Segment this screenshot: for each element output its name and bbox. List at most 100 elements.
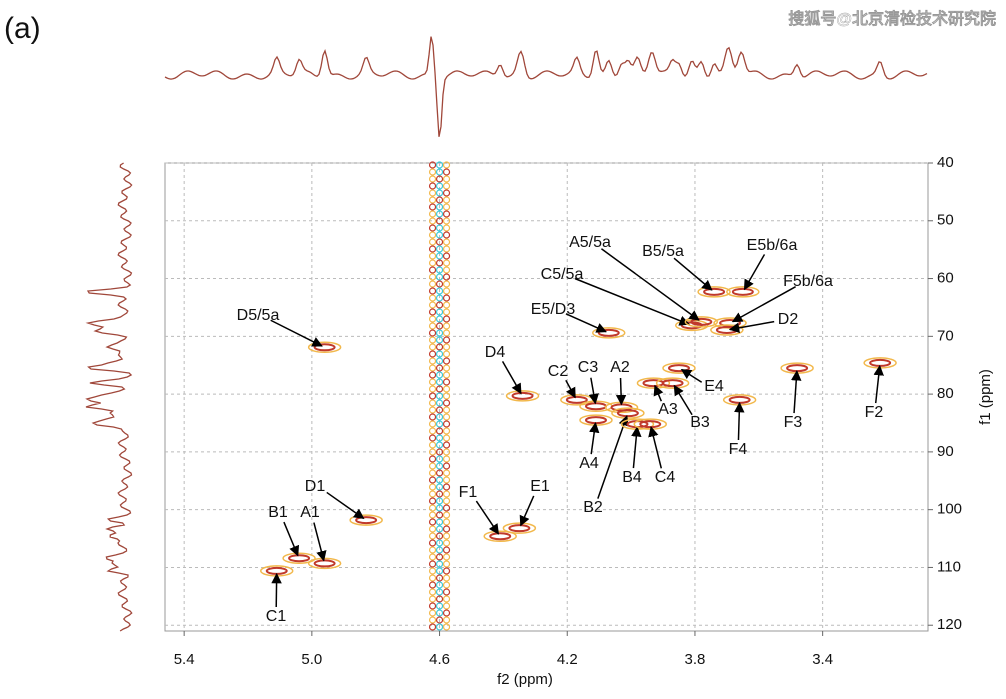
- annotation-arrow: [591, 423, 595, 454]
- solvent-contour: [430, 281, 436, 287]
- solvent-contour: [444, 190, 450, 196]
- solvent-contour: [430, 351, 436, 357]
- solvent-contour: [430, 274, 436, 280]
- solvent-contour: [444, 596, 450, 602]
- peak: [267, 568, 287, 574]
- solvent-contour: [430, 330, 436, 336]
- solvent-contour: [444, 561, 450, 567]
- peak-label: A4: [579, 455, 599, 472]
- f1-projection: [86, 163, 132, 631]
- solvent-contour: [430, 533, 436, 539]
- peak: [586, 403, 606, 409]
- y-tick-label: 50: [937, 212, 954, 229]
- solvent-contour: [444, 421, 450, 427]
- solvent-contour: [444, 484, 450, 490]
- solvent-contour: [444, 589, 450, 595]
- peak: [586, 417, 606, 423]
- solvent-contour: [444, 414, 450, 420]
- solvent-contour: [444, 554, 450, 560]
- solvent-contour: [444, 344, 450, 350]
- solvent-contour: [430, 575, 436, 581]
- solvent-contour: [430, 596, 436, 602]
- solvent-contour: [430, 442, 436, 448]
- solvent-contour: [430, 568, 436, 574]
- annotation-arrow: [314, 523, 324, 561]
- solvent-contour: [444, 477, 450, 483]
- solvent-contour: [444, 337, 450, 343]
- solvent-contour: [444, 176, 450, 182]
- solvent-contour: [444, 232, 450, 238]
- solvent-contour: [430, 589, 436, 595]
- solvent-contour: [444, 225, 450, 231]
- peak: [717, 327, 737, 333]
- peak-label: E1: [530, 478, 550, 495]
- solvent-contour: [444, 582, 450, 588]
- solvent-contour: [430, 323, 436, 329]
- solvent-contour: [444, 386, 450, 392]
- solvent-band: [430, 162, 450, 630]
- solvent-contour: [430, 288, 436, 294]
- peak: [289, 555, 309, 561]
- solvent-contour: [430, 393, 436, 399]
- peak-label: C5/5a: [541, 266, 584, 283]
- peak-label: F2: [865, 404, 884, 421]
- peak-label: C2: [548, 363, 569, 380]
- peak: [663, 380, 683, 386]
- solvent-contour: [430, 246, 436, 252]
- solvent-contour: [444, 323, 450, 329]
- solvent-contour: [430, 190, 436, 196]
- solvent-contour: [444, 603, 450, 609]
- solvent-contour: [444, 463, 450, 469]
- peak-label: D1: [305, 478, 326, 495]
- solvent-contour: [430, 624, 436, 630]
- peak: [669, 365, 689, 371]
- solvent-contour: [430, 232, 436, 238]
- x-axis-label: f2 (ppm): [497, 671, 553, 688]
- solvent-contour: [430, 211, 436, 217]
- grid: [165, 163, 928, 631]
- peak-label: A1: [300, 504, 320, 521]
- solvent-contour: [444, 540, 450, 546]
- y-tick-label: 40: [937, 154, 954, 171]
- solvent-contour: [430, 372, 436, 378]
- peak: [730, 397, 750, 403]
- solvent-contour: [444, 435, 450, 441]
- solvent-contour: [444, 316, 450, 322]
- solvent-contour: [444, 575, 450, 581]
- solvent-contour: [430, 253, 436, 259]
- annotation-arrow: [633, 427, 637, 468]
- y-tick-label: 100: [937, 501, 962, 518]
- solvent-contour: [430, 484, 436, 490]
- solvent-contour: [444, 267, 450, 273]
- solvent-contour: [430, 344, 436, 350]
- peak-label: D4: [485, 344, 506, 361]
- solvent-contour: [444, 253, 450, 259]
- solvent-contour: [444, 505, 450, 511]
- solvent-contour: [430, 526, 436, 532]
- annotation-arrow: [738, 403, 739, 440]
- peak: [509, 525, 529, 531]
- peak-label: F5b/6a: [783, 273, 833, 290]
- peak-label: E4: [704, 378, 724, 395]
- peak-label: A5/5a: [569, 234, 611, 251]
- solvent-contour: [430, 498, 436, 504]
- solvent-contour: [444, 393, 450, 399]
- peak: [567, 397, 587, 403]
- solvent-contour: [430, 302, 436, 308]
- solvent-contour: [430, 540, 436, 546]
- solvent-contour: [444, 302, 450, 308]
- solvent-contour: [444, 260, 450, 266]
- solvent-contour: [430, 617, 436, 623]
- y-tick-label: 70: [937, 327, 954, 344]
- annotation-arrow: [521, 496, 534, 526]
- peak-label: C1: [266, 608, 287, 625]
- f2-projection: [165, 37, 927, 137]
- annotation-arrow: [621, 378, 622, 404]
- peak: [643, 380, 663, 386]
- solvent-contour: [444, 442, 450, 448]
- peak: [315, 344, 335, 350]
- peak-label: B5/5a: [642, 243, 684, 260]
- y-tick-label: 120: [937, 616, 962, 633]
- annotation-arrow: [476, 501, 498, 534]
